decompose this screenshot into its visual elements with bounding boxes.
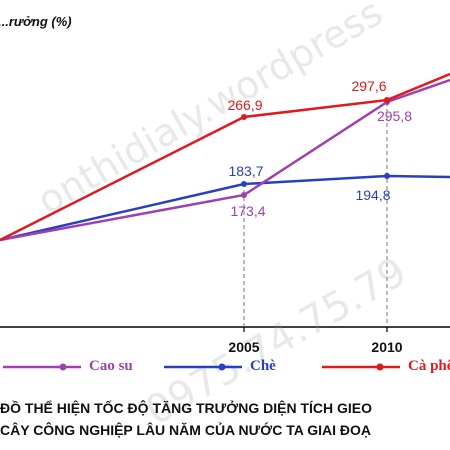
caption-line-1: ĐỒ THỂ HIỆN TỐC ĐỘ TĂNG TRƯỞNG DIỆN TÍCH… [0,400,373,416]
legend-swatch-che [164,360,242,374]
legend-item-cao-su: Cao su [3,358,133,375]
point-ca-phe-2010 [384,97,390,103]
series-line-che [0,174,450,242]
data-label-ca-phe-2005: 266,9 [227,97,262,113]
point-ca-phe-2005 [241,114,247,120]
x-tick-label-2005: 2005 [228,339,259,355]
legend-label-cao-su: Cao su [89,358,133,374]
series-line-cao-su [0,78,450,242]
data-label-cao-su-2005: 173,4 [230,203,265,219]
data-label-che-2005: 183,7 [228,163,263,179]
point-che-2010 [384,173,390,179]
caption-line-2: CÂY CÔNG NGHIỆP LÂU NĂM CỦA NƯỚC TA GIAI… [0,422,371,438]
legend-item-che: Chè [164,358,276,375]
point-che-2005 [241,181,247,187]
data-label-che-2010: 194,8 [355,187,390,203]
series-line-ca-phe [0,72,450,242]
legend-swatch-cao-su [3,360,81,374]
legend-item-ca-phe: Cà phê [322,358,450,375]
x-tick-label-2010: 2010 [371,339,402,355]
legend-label-ca-phe: Cà phê [408,358,450,374]
data-label-cao-su-2010: 295,8 [377,108,412,124]
data-label-ca-phe-2010: 297,6 [351,78,386,94]
point-cao-su-2005 [241,192,247,198]
legend-label-che: Chè [250,358,276,374]
y-axis-label: ...rưởng (%) [0,14,72,29]
legend-swatch-ca-phe [322,360,400,374]
